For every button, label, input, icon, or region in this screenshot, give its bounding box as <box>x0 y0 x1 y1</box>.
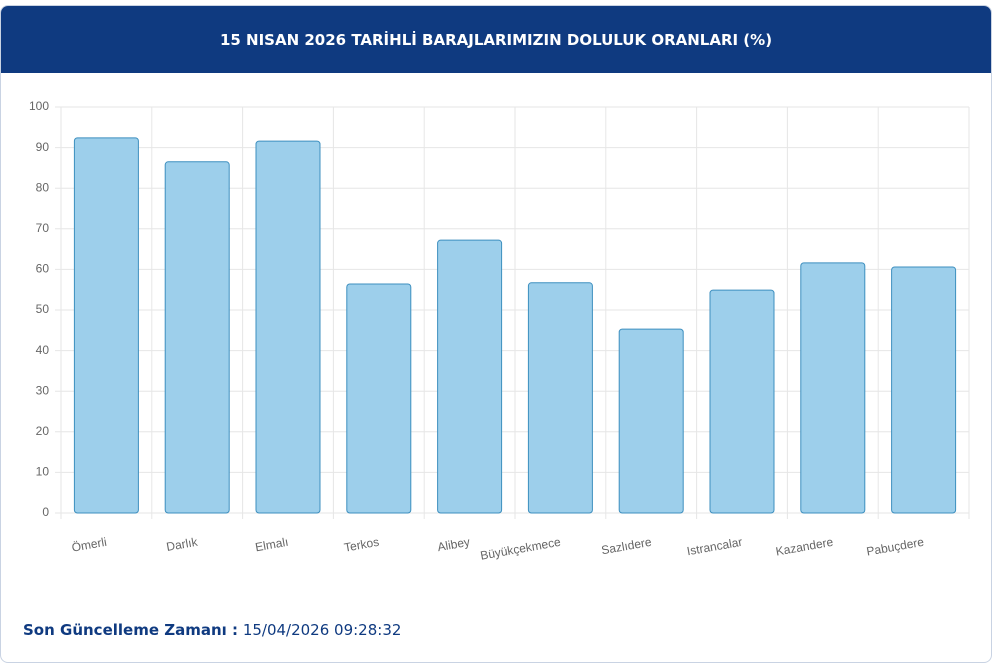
x-tick-label: Ömerli <box>71 535 108 555</box>
card: 15 NISAN 2026 TARİHLİ BARAJLARIMIZIN DOL… <box>0 5 992 663</box>
update-time: 15/04/2026 09:28:32 <box>242 621 402 639</box>
bar <box>255 140 321 514</box>
y-tick-label: 10 <box>36 465 50 479</box>
y-tick-label: 60 <box>36 262 50 276</box>
x-tick-label: Pabuçdere <box>865 535 925 559</box>
y-tick-label: 40 <box>36 343 50 357</box>
header: 15 NISAN 2026 TARİHLİ BARAJLARIMIZIN DOL… <box>1 6 991 73</box>
chart: 0 10 20 30 40 50 60 70 80 90 100 Ömerli Darlık Elmalı… <box>29 99 970 563</box>
bar <box>618 328 684 514</box>
y-tick-label: 80 <box>36 180 50 194</box>
x-tick-label: Sazlıdere <box>600 535 653 558</box>
bar <box>709 289 775 514</box>
bar <box>891 266 957 514</box>
bar <box>437 239 503 514</box>
x-tick-label: Büyükçekmece <box>479 535 562 563</box>
x-tick-label: Darlık <box>165 535 199 554</box>
y-tick-label: 90 <box>36 140 50 154</box>
bar <box>164 161 230 514</box>
x-tick-label: Kazandere <box>775 535 835 559</box>
x-tick-label: Elmalı <box>254 535 289 555</box>
y-tick-label: 20 <box>36 424 50 438</box>
bar <box>73 137 139 514</box>
y-tick-label: 50 <box>36 302 50 316</box>
update-label: Son Güncelleme Zamanı : <box>23 621 239 639</box>
x-tick-label: Terkos <box>343 535 380 555</box>
y-tick-label: 30 <box>36 383 50 397</box>
x-tick-label: Istrancalar <box>686 535 744 559</box>
footer: Son Güncelleme Zamanı : 15/04/2026 09:28… <box>23 621 401 639</box>
y-tick-label: 100 <box>29 99 49 113</box>
y-tick-label: 70 <box>36 221 50 235</box>
bar <box>800 262 866 514</box>
bar <box>346 283 412 514</box>
bar <box>527 282 593 514</box>
y-tick-label: 0 <box>42 505 49 519</box>
chart-title: 15 NISAN 2026 TARİHLİ BARAJLARIMIZIN DOL… <box>219 30 773 49</box>
x-tick-label: Alibey <box>436 535 471 554</box>
